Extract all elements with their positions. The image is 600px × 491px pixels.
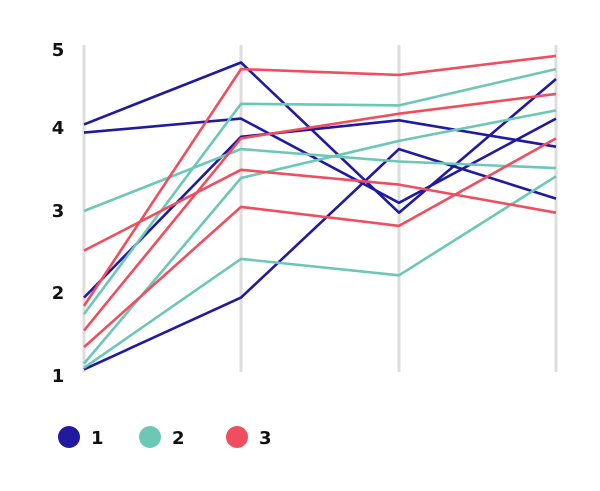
y-tick-label: 1	[52, 366, 65, 387]
axes-layer	[82, 45, 558, 372]
series-line-group-1-4	[83, 147, 557, 371]
series-line-group-2-6	[82, 67, 557, 315]
series-line-group-3-9	[83, 168, 557, 252]
y-tick-label: 5	[52, 40, 65, 61]
tick-labels: 1 2 3 4 5	[52, 40, 65, 387]
y-tick-label: 2	[52, 283, 65, 304]
legend-swatch-1	[58, 426, 80, 448]
series-line-group-2-8	[83, 175, 557, 369]
series-line-group-1-1	[83, 61, 557, 214]
legend-swatch-2	[139, 426, 161, 448]
legend-label-1: 1	[91, 428, 104, 449]
legend-label-2: 2	[172, 428, 185, 449]
series-line-group-3-10	[82, 54, 557, 307]
y-tick-label: 3	[52, 201, 65, 222]
legend: 1 2 3	[58, 426, 272, 449]
legend-swatch-3	[226, 426, 248, 448]
series-line-group-3-12	[83, 137, 557, 349]
legend-label-3: 3	[259, 428, 272, 449]
y-tick-label: 4	[52, 118, 65, 139]
lines-layer	[82, 54, 557, 371]
series-line-group-3-11	[82, 92, 557, 332]
series-line-group-2-7	[83, 109, 557, 365]
series-line-group-1-3	[83, 119, 557, 299]
series-line-group-2-5	[83, 147, 557, 213]
